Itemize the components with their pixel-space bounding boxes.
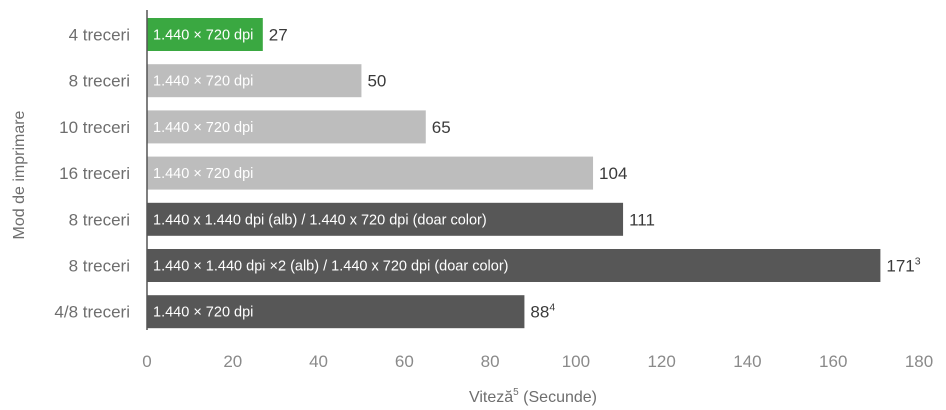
data-label: 104 bbox=[599, 164, 627, 183]
bar-inner-label: 1.440 × 720 dpi bbox=[153, 305, 253, 321]
category-label: 8 treceri bbox=[69, 72, 130, 91]
bar bbox=[147, 249, 881, 282]
category-label: 8 treceri bbox=[69, 210, 130, 229]
bar bbox=[147, 18, 263, 51]
x-tick-label: 80 bbox=[481, 352, 500, 371]
data-label: 884 bbox=[530, 302, 555, 322]
x-tick-label: 180 bbox=[905, 352, 933, 371]
data-label: 27 bbox=[269, 26, 288, 45]
data-label: 65 bbox=[432, 118, 451, 137]
data-label: 50 bbox=[367, 72, 386, 91]
x-tick-label: 100 bbox=[562, 352, 590, 371]
x-tick-label: 140 bbox=[733, 352, 761, 371]
bar-inner-label: 1.440 x 1.440 dpi (alb) / 1.440 x 720 dp… bbox=[153, 212, 487, 228]
x-tick-label: 60 bbox=[395, 352, 414, 371]
x-ticks-group: 0 20 40 60 80 100 120 140 160 180 bbox=[142, 352, 933, 371]
category-label: 10 treceri bbox=[59, 118, 130, 137]
x-tick-label: 20 bbox=[223, 352, 242, 371]
bar bbox=[147, 64, 362, 98]
bar-inner-label: 1.440 × 1.440 dpi ×2 (alb) / 1.440 x 720… bbox=[153, 259, 508, 275]
bar-inner-label: 1.440 × 720 dpi bbox=[153, 166, 253, 182]
data-label: 111 bbox=[629, 210, 655, 229]
bar bbox=[147, 156, 594, 190]
bar-inner-label: 1.440 × 720 dpi bbox=[153, 74, 253, 90]
bar bbox=[147, 202, 624, 236]
bar bbox=[147, 110, 426, 144]
x-tick-label: 0 bbox=[142, 352, 151, 371]
bars-group: 4 treceri 1.440 × 720 dpi 27 8 treceri 1.440… bbox=[54, 18, 921, 329]
y-axis-title: Mod de imprimare bbox=[11, 110, 28, 239]
category-label: 4 treceri bbox=[69, 26, 130, 45]
category-label: 16 treceri bbox=[59, 164, 130, 183]
x-axis-title: Viteză5 (Secunde) bbox=[469, 387, 597, 406]
x-tick-label: 120 bbox=[647, 352, 675, 371]
bar bbox=[147, 295, 525, 329]
category-label: 8 treceri bbox=[69, 257, 130, 276]
x-tick-label: 160 bbox=[819, 352, 847, 371]
bar-inner-label: 1.440 × 720 dpi bbox=[153, 120, 253, 136]
x-tick-label: 40 bbox=[309, 352, 328, 371]
category-label: 4/8 treceri bbox=[54, 303, 130, 322]
data-label: 1713 bbox=[886, 256, 920, 276]
bar-inner-label: 1.440 × 720 dpi bbox=[153, 28, 253, 44]
